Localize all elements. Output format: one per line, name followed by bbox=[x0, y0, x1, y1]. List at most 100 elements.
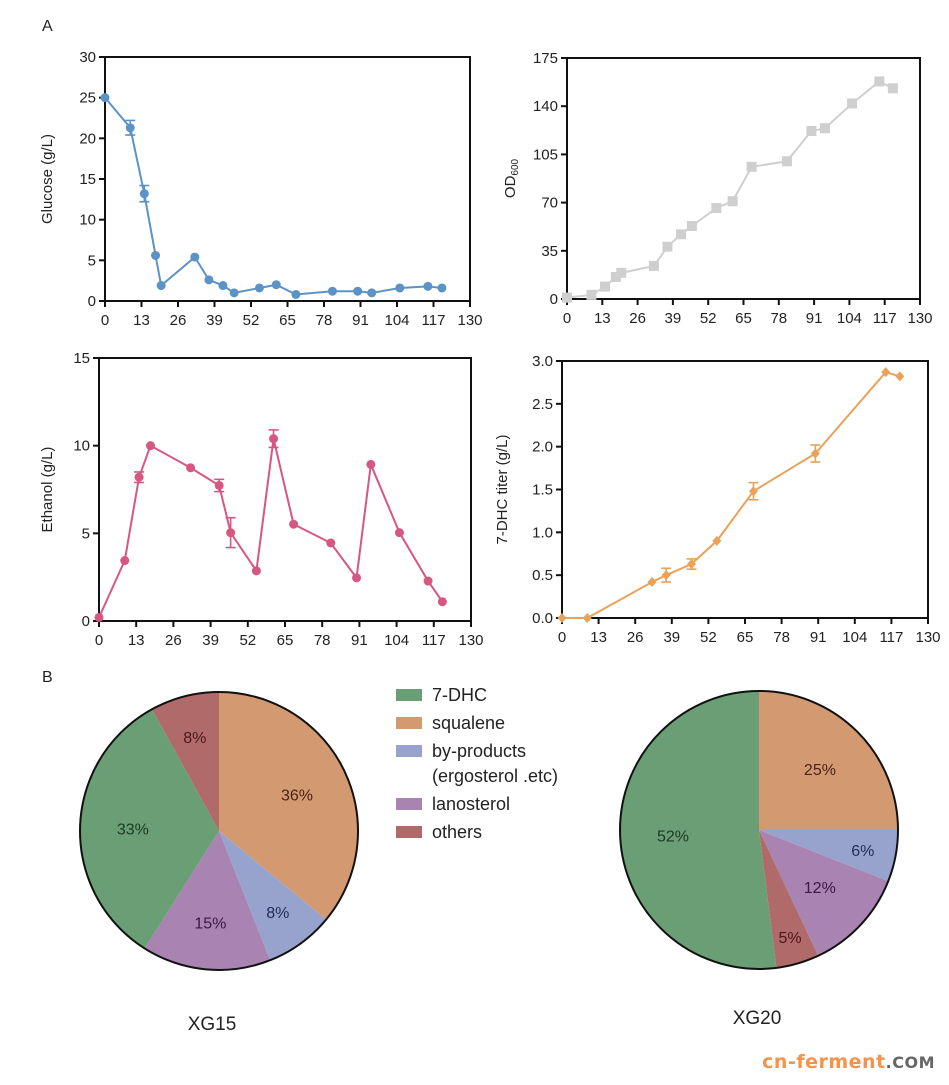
pie-slice-label: 36% bbox=[281, 787, 313, 804]
data-point bbox=[271, 280, 281, 290]
y-tick-label: 15 bbox=[79, 171, 96, 188]
data-point bbox=[727, 196, 738, 207]
y-axis-label: OD600 bbox=[502, 158, 521, 198]
y-tick-label: 0 bbox=[88, 293, 96, 310]
y-axis-label: Ethanol (g/L) bbox=[39, 447, 56, 533]
pie-slice bbox=[619, 691, 777, 969]
data-point bbox=[687, 559, 697, 570]
legend-swatch bbox=[396, 689, 422, 701]
data-point bbox=[353, 286, 363, 296]
legend-label-line2: (ergosterol .etc) bbox=[432, 766, 558, 786]
y-tick-label: 2.5 bbox=[532, 396, 553, 413]
data-point bbox=[125, 123, 135, 133]
x-tick-label: 130 bbox=[907, 310, 932, 327]
x-tick-label: 91 bbox=[351, 632, 368, 649]
data-point bbox=[676, 229, 687, 240]
y-tick-label: 140 bbox=[533, 98, 558, 115]
x-tick-label: 130 bbox=[457, 312, 482, 329]
series-line bbox=[98, 438, 444, 618]
data-point bbox=[156, 281, 166, 291]
x-tick-label: 130 bbox=[915, 629, 940, 646]
y-tick-label: 5 bbox=[82, 525, 90, 542]
x-tick-label: 78 bbox=[773, 629, 790, 646]
pie-slice-label: 6% bbox=[851, 843, 874, 860]
legend-item: 7-DHC bbox=[396, 685, 487, 705]
data-point bbox=[662, 241, 673, 252]
data-point bbox=[218, 281, 228, 291]
data-point bbox=[686, 221, 697, 232]
data-point bbox=[895, 371, 905, 382]
x-tick-label: 52 bbox=[700, 629, 717, 646]
x-tick-label: 104 bbox=[384, 632, 409, 649]
pie-charts: 36% 8% 15% 33% 8% XG15 25% 6% 12% 5% 52% XG20 bbox=[79, 690, 899, 1035]
x-tick-label: 13 bbox=[133, 312, 150, 329]
data-point bbox=[437, 283, 447, 293]
pie-slice-label: 5% bbox=[778, 930, 801, 947]
data-point bbox=[229, 288, 239, 298]
y-tick-label: 5 bbox=[88, 252, 96, 269]
data-point bbox=[186, 463, 196, 473]
data-point bbox=[251, 566, 261, 576]
chart-dhc_titer: 0 13 26 39 52 65 78 91 104 117 130 0.0 0.5 1.0 1.5 2.0 2… bbox=[494, 353, 941, 646]
pie-slice bbox=[219, 692, 358, 920]
watermark-suffix: .COM bbox=[885, 1053, 935, 1072]
x-tick-label: 130 bbox=[458, 632, 483, 649]
pie-slice bbox=[79, 709, 219, 949]
x-tick-label: 65 bbox=[277, 632, 294, 649]
x-tick-label: 65 bbox=[279, 312, 296, 329]
x-tick-label: 91 bbox=[352, 312, 369, 329]
data-point bbox=[600, 281, 611, 292]
y-tick-label: 70 bbox=[541, 195, 558, 212]
x-tick-label: 117 bbox=[422, 632, 446, 649]
x-tick-label: 39 bbox=[665, 310, 682, 327]
x-tick-label: 26 bbox=[627, 629, 644, 646]
x-tick-label: 13 bbox=[128, 632, 145, 649]
x-tick-label: 65 bbox=[735, 310, 752, 327]
legend-swatch bbox=[396, 826, 422, 838]
x-tick-label: 78 bbox=[770, 310, 787, 327]
legend-label: lanosterol bbox=[432, 794, 510, 814]
x-tick-label: 104 bbox=[842, 629, 867, 646]
y-tick-label: 175 bbox=[533, 50, 558, 67]
x-tick-label: 91 bbox=[810, 629, 827, 646]
watermark-main: cn-ferment bbox=[762, 1051, 886, 1073]
legend-item: lanosterol bbox=[396, 794, 510, 814]
x-tick-label: 78 bbox=[314, 632, 331, 649]
data-point bbox=[269, 434, 279, 444]
x-tick-label: 0 bbox=[95, 632, 103, 649]
x-tick-label: 52 bbox=[239, 632, 256, 649]
pie-legend: 7-DHC squalene by-products (ergosterol .etc… bbox=[396, 685, 558, 842]
data-point bbox=[557, 613, 567, 623]
data-point bbox=[226, 528, 236, 538]
data-point bbox=[352, 573, 362, 583]
data-point bbox=[712, 535, 722, 546]
legend-label: 7-DHC bbox=[432, 685, 487, 705]
pie-title: XG15 bbox=[188, 1014, 237, 1035]
data-point bbox=[887, 83, 898, 94]
data-point bbox=[326, 538, 336, 548]
y-tick-label: 3.0 bbox=[532, 353, 553, 370]
series-line bbox=[566, 80, 894, 299]
data-point bbox=[847, 98, 858, 109]
data-point bbox=[746, 161, 757, 172]
data-point bbox=[395, 283, 405, 293]
data-point bbox=[94, 612, 104, 622]
plot-frame bbox=[561, 360, 929, 619]
pie-slice bbox=[759, 830, 889, 956]
y-tick-label: 0 bbox=[550, 291, 558, 308]
x-tick-label: 52 bbox=[243, 312, 260, 329]
pie-slice bbox=[219, 831, 327, 961]
y-tick-label: 1.5 bbox=[532, 482, 553, 499]
data-point bbox=[139, 189, 149, 199]
panel-label-b: B bbox=[42, 669, 53, 686]
pie-slice-label: 8% bbox=[266, 905, 289, 922]
x-tick-label: 65 bbox=[737, 629, 754, 646]
y-tick-label: 10 bbox=[79, 212, 96, 229]
x-tick-label: 0 bbox=[558, 629, 566, 646]
pie-slice-label: 33% bbox=[117, 821, 149, 838]
data-point bbox=[423, 576, 433, 586]
chart-ethanol: 0 13 26 39 52 65 78 91 104 117 130 0 5 10 15 Ethanol (g… bbox=[39, 350, 484, 649]
y-axis-label: Glucose (g/L) bbox=[39, 134, 56, 224]
data-point bbox=[327, 286, 337, 296]
